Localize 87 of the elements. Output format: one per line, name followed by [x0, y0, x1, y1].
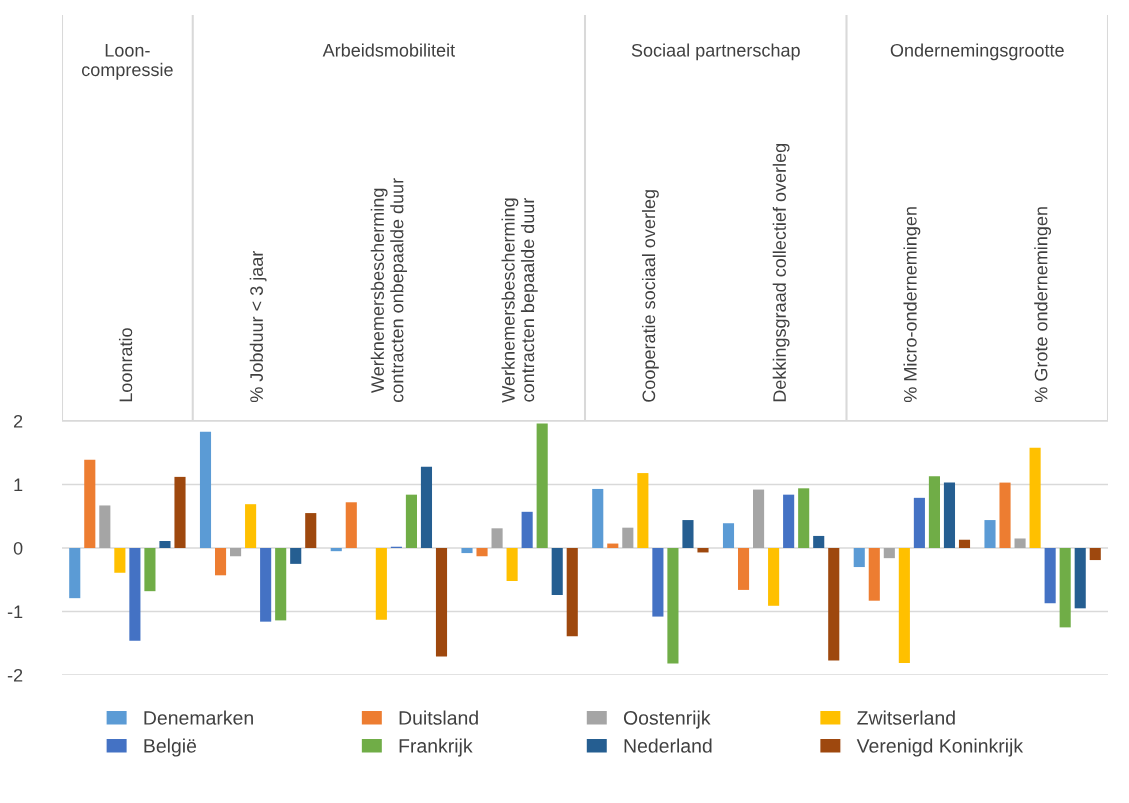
legend-label: Nederland [624, 738, 712, 753]
bar [737, 548, 750, 590]
bar [214, 548, 227, 576]
bar [375, 548, 387, 620]
bar [260, 548, 272, 622]
bar [521, 511, 533, 548]
bar [943, 482, 956, 548]
bar [898, 548, 910, 663]
bar [461, 548, 473, 554]
bar [1014, 538, 1026, 548]
legend-label: Verenigd Koninkrijk [856, 738, 1024, 757]
bar [245, 504, 257, 548]
bar [69, 548, 81, 599]
legend-label: Frankrijk [399, 738, 473, 757]
x-tick-label: Loonratio [118, 328, 133, 402]
bar [753, 489, 765, 548]
bar [958, 539, 971, 548]
bar [114, 548, 126, 573]
bar [290, 548, 302, 564]
y-tick-label: 0 [13, 541, 23, 555]
x-tick-label: Werknemersbescherming contracten bepaalde duur [501, 197, 538, 403]
x-tick-label: % Grote ondernemingen [1034, 207, 1052, 403]
bar [853, 548, 865, 568]
bar [813, 535, 825, 548]
bar [999, 482, 1011, 548]
bar [768, 548, 780, 606]
legend-label: Oostenrijk [623, 710, 711, 729]
y-tick-label: -2 [7, 668, 23, 682]
x-tick-label: Werknemersbescherming contracten onbepaalde duur [370, 178, 408, 402]
bar [697, 548, 709, 553]
x-tick-label: % Micro-ondernemingen [903, 207, 921, 403]
bar [491, 528, 503, 548]
bar [345, 502, 357, 548]
legend-label: Zwitserland [857, 710, 955, 725]
bar [1059, 548, 1071, 628]
bar [275, 548, 287, 621]
y-tick-label: -1 [7, 605, 23, 619]
bar [652, 548, 664, 617]
bar [305, 513, 317, 548]
bar [199, 431, 212, 548]
text: Loon- compressie [81, 44, 173, 80]
bar [592, 488, 604, 548]
bar [551, 548, 563, 595]
bar [536, 423, 548, 548]
bar [868, 548, 880, 601]
x-tick-label: Dekkingsgraad collectief overleg [772, 143, 790, 402]
bar [828, 548, 840, 661]
bar [667, 548, 679, 664]
bar [144, 548, 156, 592]
y-tick-label: 1 [14, 478, 23, 492]
bar [330, 548, 342, 552]
bar [99, 505, 111, 548]
bar [1089, 548, 1101, 561]
bar [230, 548, 242, 557]
bar [984, 520, 996, 548]
legend-label: België [144, 738, 197, 757]
bar [798, 488, 810, 548]
bar [637, 473, 649, 548]
bar [1074, 548, 1086, 609]
bar [722, 523, 735, 548]
bar [913, 497, 925, 548]
bar [405, 494, 417, 548]
bar [1029, 447, 1041, 548]
bar [883, 548, 895, 559]
bar [928, 476, 940, 548]
bar [783, 494, 795, 548]
legend-label: Duitsland [399, 710, 478, 725]
bar [622, 527, 634, 548]
bar [174, 476, 186, 548]
legend-label: Denemarken [144, 710, 253, 725]
bar [476, 548, 488, 557]
text: Ondernemingsgrootte [890, 43, 1064, 61]
bar [607, 543, 619, 548]
bar [420, 466, 433, 548]
x-tick-label: Cooperatie sociaal overleg [641, 190, 659, 402]
bar [159, 541, 171, 548]
bar [1044, 548, 1056, 604]
text: Sociaal partnerschap [631, 43, 800, 61]
bar [566, 548, 578, 637]
bar [84, 459, 96, 548]
bar [506, 548, 518, 582]
bar [682, 520, 694, 548]
y-tick-label: 2 [13, 414, 23, 428]
x-tick-label: % Jobduur < 3 jaar [249, 250, 267, 403]
text: Arbeidsmobiliteit [322, 43, 455, 57]
bar [435, 548, 448, 657]
bar [129, 548, 141, 641]
